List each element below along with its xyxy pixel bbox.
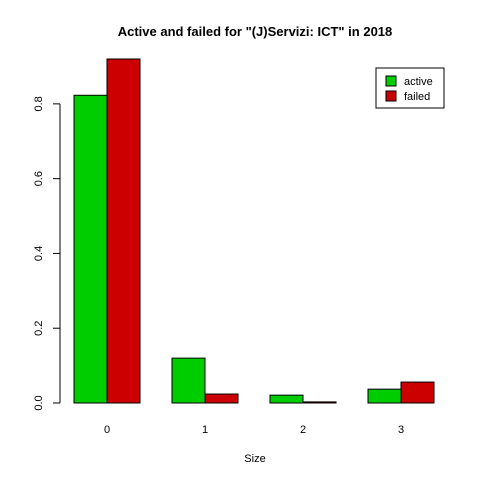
legend-swatch-active: [385, 75, 397, 87]
legend-swatch-failed: [385, 90, 397, 102]
bar-failed-2: [302, 401, 337, 404]
bar-active-3: [367, 388, 402, 404]
y-tick-label: 0.4: [33, 246, 45, 261]
y-axis: 0.0 0.2 0.4 0.6 0.8: [33, 96, 61, 411]
x-axis-label: Size: [244, 453, 265, 465]
bar-failed-3: [400, 381, 435, 404]
bars-group: [73, 58, 435, 404]
x-tick-label: 0: [104, 424, 110, 436]
legend-label-failed: failed: [404, 91, 430, 103]
bar-active-0: [73, 94, 108, 404]
legend: active failed: [375, 67, 445, 109]
y-tick-label: 0.2: [33, 321, 45, 336]
x-axis: 0 1 2 3: [104, 424, 404, 436]
x-tick-label: 1: [202, 424, 208, 436]
legend-label-active: active: [404, 76, 433, 88]
bar-active-2: [269, 394, 304, 404]
bar-failed-1: [204, 393, 239, 404]
y-tick-label: 0.0: [33, 395, 45, 410]
x-tick-label: 2: [300, 424, 306, 436]
bar-failed-0: [106, 58, 141, 404]
y-tick-label: 0.8: [33, 96, 45, 111]
x-tick-label: 3: [398, 424, 404, 436]
chart-title: Active and failed for "(J)Servizi: ICT" …: [118, 24, 393, 39]
bar-active-1: [171, 357, 206, 404]
y-tick-label: 0.6: [33, 171, 45, 186]
